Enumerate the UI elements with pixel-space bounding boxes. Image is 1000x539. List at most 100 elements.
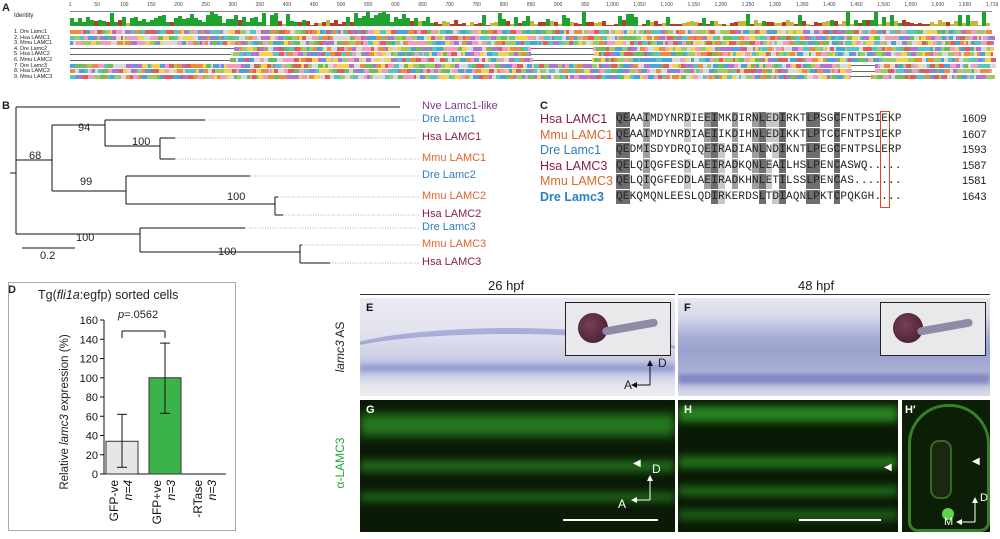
alignment-row — [70, 46, 994, 51]
ruler-tick-label: 1,550 — [904, 2, 917, 8]
axis-a-label-e: A — [624, 378, 633, 392]
row-label-lamc3-as: lamc3 AS — [333, 317, 347, 377]
y-tick-label: 40 — [86, 431, 98, 443]
ruler-tick-label: 400 — [282, 2, 292, 8]
sequence-name: 2. Hsa LAMC1 — [14, 34, 50, 41]
y-tick-label: 100 — [80, 373, 98, 385]
alignment-row — [70, 63, 996, 68]
ruler-tick-label: 900 — [553, 2, 563, 8]
chart-frame — [8, 282, 236, 531]
ruler-tick-label: 250 — [201, 2, 210, 8]
bootstrap-94: 94 — [78, 122, 91, 134]
arrowhead-h: ◀ — [884, 462, 892, 473]
panel-a-label: A — [2, 2, 10, 14]
ruler-tick-label: 850 — [526, 2, 536, 8]
ruler-ticks: 1 50 100 150 200 250 300 350 400 450 500 550 600 650 7… — [69, 2, 999, 11]
tree-taxon-label: Hsa LAMC2 — [422, 208, 482, 220]
bootstrap-99: 99 — [80, 176, 93, 188]
ruler-tick-label: 650 — [418, 2, 427, 8]
alignment-c-sequence: QEKQMQNLEESLQDIRKERDSLTDIAQNLPKTCPQKGH..… — [616, 190, 902, 203]
row-label-alpha-lamc3: α-LAMC3 — [333, 437, 347, 489]
identity-label: Identity — [14, 13, 34, 19]
x-n-label: n=3 — [205, 480, 219, 501]
ruler-tick-label: 1,450 — [850, 2, 863, 8]
tree-taxon-label: Nve Lamc1-like — [422, 100, 498, 112]
sequence-name: 6. Mmu LAMC2 — [14, 57, 53, 63]
sequence-name: 3. Mmu LAMC1 — [14, 40, 53, 47]
phylogenetic-tree — [10, 106, 420, 264]
alignment-c-name: Dre Lamc1 — [540, 143, 602, 157]
chart-title-italic: fli1a — [56, 288, 80, 302]
ruler-tick-label: 1,050 — [633, 2, 646, 8]
chart-title-prefix: Tg( — [38, 288, 57, 302]
x-n-label: n=3 — [164, 480, 178, 501]
p-value-prefix: p — [118, 309, 125, 321]
tree-taxon-label: Mmu LAMC2 — [422, 190, 487, 202]
p-value-number: =.0562 — [124, 309, 159, 321]
alignment-c-position: 1607 — [962, 128, 987, 141]
panel-b-label: B — [2, 100, 10, 112]
bootstrap-100-d: 100 — [218, 246, 237, 258]
x-n-label: n=4 — [121, 480, 135, 501]
x-category-label: GFP-ve — [107, 480, 121, 522]
alignment-row — [70, 58, 996, 62]
ruler-tick-label: 1,200 — [714, 2, 728, 8]
axis-ad-e — [631, 360, 653, 388]
y-tick-label: 0 — [92, 469, 98, 481]
inset-f — [880, 302, 986, 356]
micrograph-h — [678, 400, 898, 532]
axis-d-label-h-prime: D — [980, 492, 988, 504]
ruler-tick-label: 1,719 — [985, 2, 999, 8]
alignment-c-sequence: QEAAIMDYNRDIEEIMKDIRNLEDIRKTLPSGCFNTPSIE… — [616, 113, 902, 125]
axis-d-label-e: D — [658, 356, 667, 370]
alignment-c-position: 1593 — [962, 144, 987, 156]
x-category-label: GFP+ve — [150, 480, 164, 525]
alignment-c-position: 1587 — [962, 159, 987, 172]
bootstrap-68: 68 — [29, 150, 42, 162]
sequence-name: 7. Dre Lamc3 — [14, 62, 48, 69]
chart-title: Tg(fli1a:egfp) sorted cells — [38, 288, 178, 302]
y-tick-label: 140 — [80, 334, 98, 346]
alignment-c-name: Mmu LAMC1 — [540, 127, 613, 142]
alignment-c-name: Hsa LAMC1 — [540, 112, 608, 126]
inset-e — [565, 302, 671, 356]
axis-dm-h-prime — [956, 497, 978, 525]
ruler-tick-label: 150 — [147, 2, 156, 8]
alignment-c-name: Dre Lamc3 — [540, 189, 604, 204]
alignment-c-position: 1609 — [962, 113, 987, 125]
ruler-tick-label: 600 — [391, 2, 400, 8]
sequence-name: 5. Hsa LAMC2 — [14, 51, 50, 58]
tree-taxon-label: Dre Lamc1 — [422, 113, 476, 125]
alignment-row — [70, 69, 992, 74]
stage-label-48hpf: 48 hpf — [798, 278, 835, 293]
ruler-tick-label: 1,300 — [768, 2, 782, 8]
scale-bar-g — [563, 519, 658, 521]
y-tick-label: 80 — [86, 392, 98, 404]
tree-taxon-label: Mmu LAMC3 — [422, 238, 487, 250]
ruler-tick-label: 350 — [255, 2, 264, 8]
y-tick-label: 20 — [86, 450, 98, 462]
panel-f-label: F — [684, 302, 691, 314]
alignment-c-sequence: QELQIQGFEDDLAEIRADKHNLETILSSLPENCAS.....… — [616, 175, 902, 187]
alignment-c-sequence: QEDMISDYDRQIQEIRADIANLNDIKNTLPEGCFNTPSLE… — [616, 144, 902, 156]
tree-taxon-label: Hsa LAMC3 — [422, 256, 482, 268]
tree-taxon-label: Dre Lamc3 — [422, 221, 476, 233]
sequence-name: 1. Dre Lamc1 — [14, 29, 48, 35]
alignment-c-sequence: QEAAIMDYNRDIAEIIKDIHNLEDIKKTLPTCCFNTPSIE… — [616, 128, 902, 141]
sequence-name: 8. Hsa LAMC3 — [14, 68, 50, 75]
ruler-tick-label: 1,600 — [931, 2, 945, 8]
ruler-tick-label: 1,500 — [877, 2, 890, 8]
panel-d-label: D — [8, 284, 16, 296]
sequence-name: 4. Dre Lamc2 — [14, 45, 48, 52]
ruler-tick-label: 800 — [499, 2, 509, 8]
alignment-c-position: 1643 — [962, 190, 987, 203]
row-label-italic: lamc3 — [333, 340, 347, 373]
axis-m-label-h-prime: M — [944, 516, 954, 528]
chart-title-suffix: :egfp) sorted cells — [79, 288, 179, 302]
ruler-tick-label: 1,000 — [606, 2, 619, 8]
tree-taxon-label: Mmu LAMC1 — [422, 152, 487, 164]
micrograph-g — [360, 400, 675, 532]
stage-label-26hpf: 26 hpf — [488, 278, 525, 293]
micrograph-h-prime — [902, 400, 990, 532]
